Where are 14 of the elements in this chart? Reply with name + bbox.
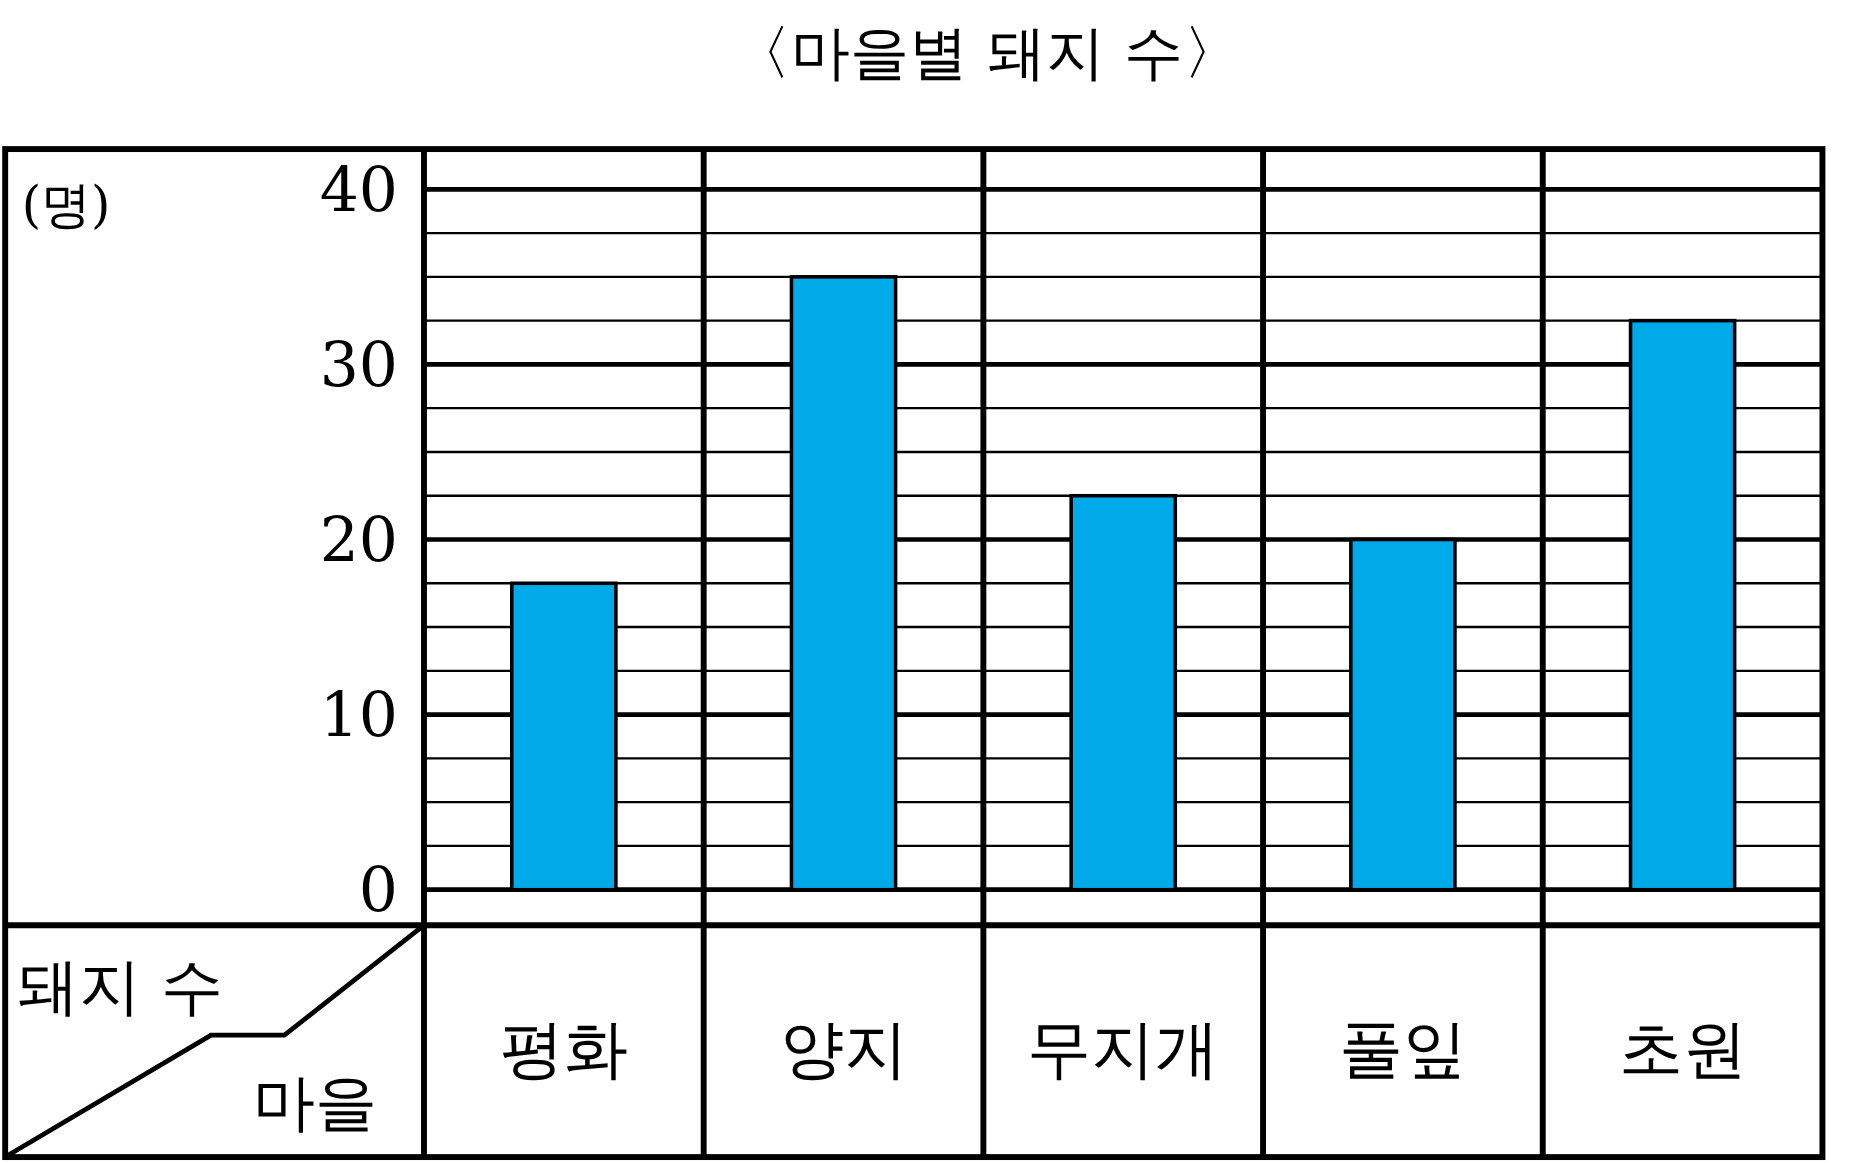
x-tick-label: 초원: [1618, 1011, 1747, 1086]
x-axis-title: 마을: [252, 1066, 377, 1139]
y-tick-label: 40: [319, 153, 398, 226]
x-tick-label: 풀잎: [1338, 1011, 1467, 1086]
chart-title: 〈마을별 돼지 수〉: [732, 18, 1242, 88]
y-axis-title: 돼지 수: [17, 951, 223, 1024]
x-tick-label: 양지: [779, 1011, 908, 1086]
y-tick-label: 20: [319, 503, 398, 576]
y-tick-label: 10: [319, 678, 398, 751]
y-tick-label: 30: [319, 328, 398, 401]
x-tick-label: 무지개: [1027, 1011, 1220, 1086]
x-tick-label: 평화: [499, 1011, 628, 1086]
text: (명): [21, 176, 111, 235]
y-tick-label: 0: [358, 854, 398, 926]
